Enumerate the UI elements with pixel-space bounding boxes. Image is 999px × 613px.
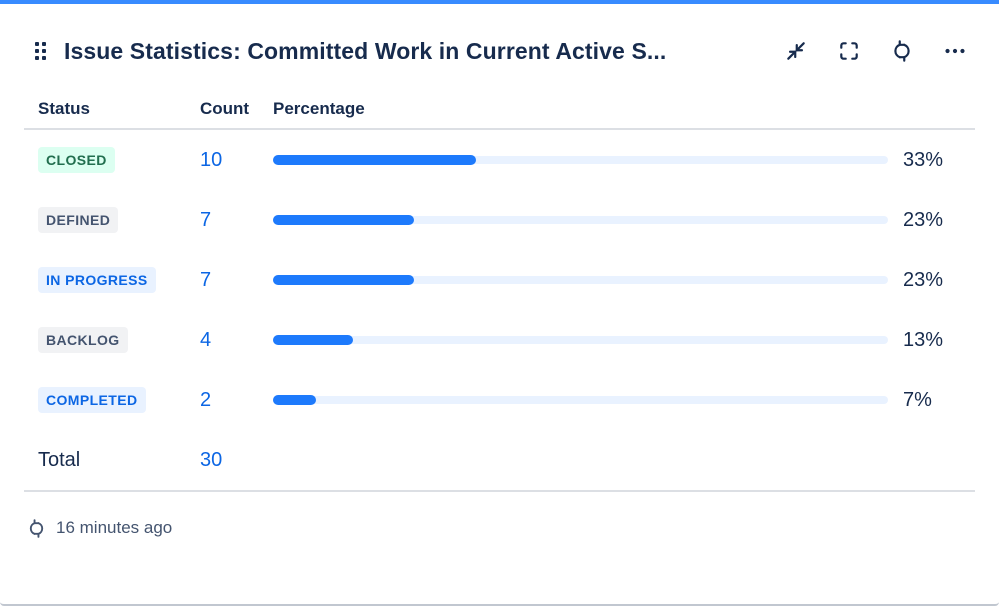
minimize-button[interactable] xyxy=(784,39,808,63)
status-badge: CLOSED xyxy=(38,146,115,174)
column-header-count: Count xyxy=(200,99,250,118)
bar-track xyxy=(273,155,888,165)
percentage-bar xyxy=(273,155,903,165)
status-cell: COMPLETED xyxy=(38,386,200,414)
percent-label: 13% xyxy=(903,328,944,351)
bar-track xyxy=(273,335,888,345)
refresh-icon xyxy=(894,40,910,62)
bar-fill xyxy=(273,395,317,405)
count-link[interactable]: 2 xyxy=(200,388,212,411)
status-cell: BACKLOG xyxy=(38,326,200,354)
percent-label: 23% xyxy=(903,208,944,231)
status-badge: DEFINED xyxy=(38,206,119,234)
bar-fill xyxy=(273,335,353,345)
count-cell: 10 xyxy=(200,149,273,172)
total-row: Total 30 xyxy=(24,430,975,492)
count-cell: 4 xyxy=(200,329,273,352)
issue-statistics-table: Status Count Percentage CLOSED 10 33% DE… xyxy=(24,90,975,492)
table-row: IN PROGRESS 7 23% xyxy=(24,250,975,310)
total-label: Total xyxy=(38,448,81,471)
fullscreen-button[interactable] xyxy=(837,39,861,63)
bar-track xyxy=(273,395,888,405)
more-options-button[interactable] xyxy=(943,39,967,63)
status-cell: IN PROGRESS xyxy=(38,266,200,294)
percentage-bar xyxy=(273,335,903,345)
table-row: COMPLETED 2 7% xyxy=(24,370,975,430)
bar-fill xyxy=(273,215,415,225)
table-header-row: Status Count Percentage xyxy=(24,90,975,130)
percentage-bar xyxy=(273,215,903,225)
count-link[interactable]: 7 xyxy=(200,268,212,291)
bar-track xyxy=(273,215,888,225)
count-cell: 7 xyxy=(200,269,273,292)
table-body: CLOSED 10 33% DEFINED 7 23% IN PROGRESS xyxy=(24,130,975,430)
drag-handle-icon[interactable] xyxy=(35,42,46,60)
column-header-percentage: Percentage xyxy=(273,99,365,118)
count-cell: 7 xyxy=(200,209,273,232)
column-header-status: Status xyxy=(38,99,90,118)
bar-track xyxy=(273,275,888,285)
more-options-icon xyxy=(945,48,965,54)
total-count-link[interactable]: 30 xyxy=(200,448,223,471)
refresh-icon xyxy=(29,518,44,538)
gadget-footer: 16 minutes ago xyxy=(27,518,975,538)
status-cell: CLOSED xyxy=(38,146,200,174)
table-row: DEFINED 7 23% xyxy=(24,190,975,250)
status-cell: DEFINED xyxy=(38,206,200,234)
bar-fill xyxy=(273,275,415,285)
refresh-button[interactable] xyxy=(890,39,914,63)
status-badge: IN PROGRESS xyxy=(38,266,156,294)
count-cell: 2 xyxy=(200,389,273,412)
fullscreen-icon xyxy=(840,42,858,60)
status-badge: COMPLETED xyxy=(38,386,146,414)
last-refreshed-text: 16 minutes ago xyxy=(56,518,173,537)
gadget-header: Issue Statistics: Committed Work in Curr… xyxy=(35,28,967,74)
percent-label: 33% xyxy=(903,148,944,171)
minimize-icon xyxy=(787,42,805,60)
gadget-accent-bar xyxy=(0,0,999,4)
bar-fill xyxy=(273,155,476,165)
percent-label: 7% xyxy=(903,388,932,411)
count-link[interactable]: 10 xyxy=(200,148,223,171)
percentage-bar xyxy=(273,275,903,285)
gadget-title: Issue Statistics: Committed Work in Curr… xyxy=(64,37,667,64)
table-row: CLOSED 10 33% xyxy=(24,130,975,190)
percentage-bar xyxy=(273,395,903,405)
percent-label: 23% xyxy=(903,268,944,291)
table-row: BACKLOG 4 13% xyxy=(24,310,975,370)
count-link[interactable]: 7 xyxy=(200,208,212,231)
count-link[interactable]: 4 xyxy=(200,328,212,351)
status-badge: BACKLOG xyxy=(38,326,128,354)
header-actions xyxy=(784,39,967,63)
